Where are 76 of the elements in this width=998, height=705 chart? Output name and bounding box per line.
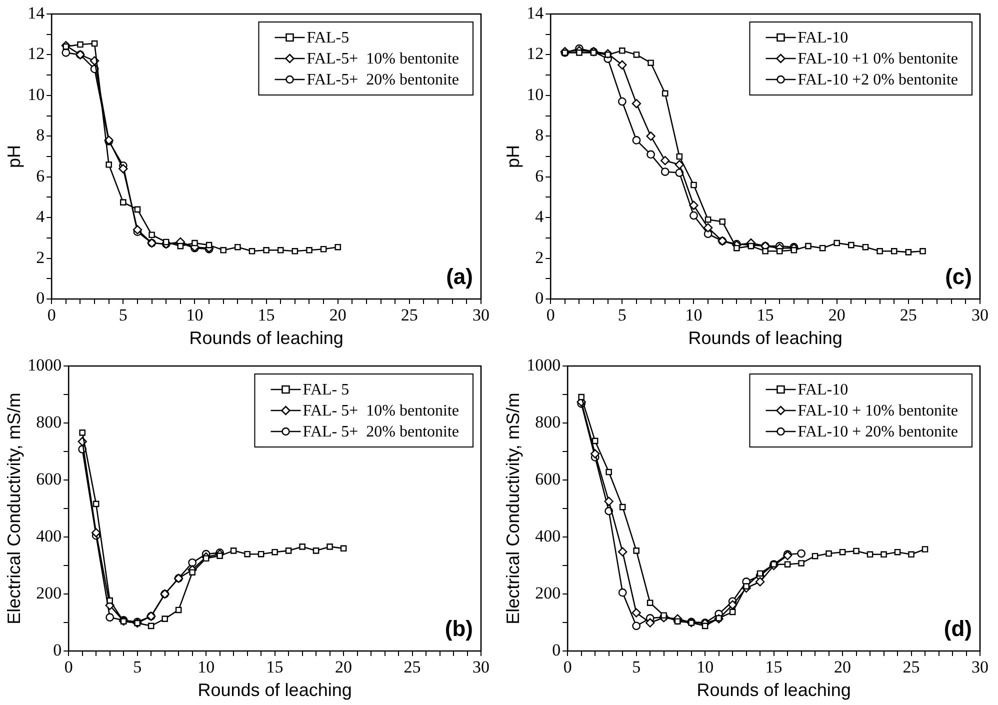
y-tick-label: 400 bbox=[36, 526, 62, 546]
x-tick-label: 15 bbox=[258, 306, 275, 325]
y-axis-title: pH bbox=[4, 144, 24, 168]
x-tick-label: 30 bbox=[472, 658, 490, 677]
y-tick-label: 0 bbox=[53, 640, 62, 660]
legend-label: FAL- 5+ 10% bentonite bbox=[302, 402, 460, 420]
x-tick-label: 5 bbox=[618, 306, 626, 325]
y-tick-label: 800 bbox=[36, 412, 62, 432]
x-tick-label: 5 bbox=[118, 306, 128, 325]
x-tick-label: 10 bbox=[198, 658, 215, 677]
y-tick-label: 800 bbox=[535, 412, 561, 432]
legend-label: FAL-10 + 20% bentonite bbox=[798, 424, 958, 441]
annotation: (a) bbox=[446, 264, 473, 290]
y-tick-label: 12 bbox=[28, 44, 45, 64]
y-tick-label: 600 bbox=[535, 469, 561, 488]
legend-label: FAL-10 +1 0% bentonite bbox=[798, 50, 958, 68]
legend-label: FAL-5+ 20% bentonite bbox=[306, 72, 460, 89]
legend-label: FAL-5 bbox=[306, 30, 350, 47]
x-tick-label: 20 bbox=[834, 658, 852, 677]
x-tick-label: 15 bbox=[266, 658, 284, 677]
y-axis-title: Electrical Conductivity, mS/m bbox=[4, 392, 24, 624]
y-tick-label: 400 bbox=[535, 526, 561, 546]
y-tick-label: 4 bbox=[36, 207, 46, 226]
y-tick-label: 600 bbox=[36, 469, 62, 488]
x-tick-label: 25 bbox=[900, 306, 917, 325]
y-tick-label: 14 bbox=[526, 3, 544, 22]
x-axis-title: Rounds of leaching bbox=[198, 680, 352, 700]
y-tick-label: 10 bbox=[28, 84, 45, 104]
x-tick-label: 30 bbox=[472, 306, 490, 325]
x-tick-label: 30 bbox=[972, 306, 988, 325]
x-tick-label: 20 bbox=[329, 306, 346, 325]
x-axis-title: Rounds of leaching bbox=[696, 680, 851, 700]
y-tick-label: 2 bbox=[535, 248, 544, 267]
y-tick-label: 6 bbox=[36, 166, 45, 186]
x-tick-label: 10 bbox=[696, 658, 714, 677]
x-axis-title: Rounds of leaching bbox=[189, 328, 344, 348]
annotation: (c) bbox=[945, 264, 972, 290]
x-tick-label: 20 bbox=[828, 306, 846, 325]
x-tick-label: 30 bbox=[972, 658, 988, 677]
x-tick-label: 5 bbox=[632, 658, 641, 677]
y-tick-label: 0 bbox=[36, 288, 45, 308]
x-tick-label: 15 bbox=[756, 306, 774, 325]
x-tick-label: 25 bbox=[400, 306, 418, 325]
legend-label: FAL- 5 bbox=[302, 382, 350, 399]
legend-label: FAL-10 bbox=[798, 30, 848, 47]
y-tick-label: 200 bbox=[36, 583, 62, 602]
y-tick-label: 4 bbox=[535, 207, 544, 226]
annotation: (d) bbox=[944, 616, 972, 642]
x-tick-label: 20 bbox=[335, 658, 352, 677]
legend-label: FAL-10 bbox=[798, 382, 848, 399]
y-tick-label: 8 bbox=[36, 126, 45, 145]
x-tick-label: 5 bbox=[133, 658, 142, 677]
y-tick-label: 10 bbox=[526, 84, 544, 104]
y-tick-label: 12 bbox=[526, 44, 544, 64]
x-tick-label: 25 bbox=[902, 658, 920, 677]
legend-label: FAL-10 +2 0% bentonite bbox=[798, 72, 958, 89]
y-axis-title: Electrical Conductivity, mS/m bbox=[502, 392, 523, 624]
legend-label: FAL- 5+ 20% bentonite bbox=[302, 424, 460, 441]
y-tick-label: 0 bbox=[535, 288, 544, 308]
x-tick-label: 25 bbox=[404, 658, 421, 677]
x-tick-label: 15 bbox=[765, 658, 782, 677]
y-tick-label: 200 bbox=[535, 583, 561, 602]
y-tick-label: 1000 bbox=[28, 355, 62, 374]
legend-label: FAL-10 + 10% bentonite bbox=[798, 402, 958, 420]
y-tick-label: 14 bbox=[28, 3, 46, 22]
y-tick-label: 6 bbox=[535, 166, 544, 186]
y-tick-label: 1000 bbox=[526, 355, 561, 374]
legend-label: FAL-5+ 10% bentonite bbox=[306, 50, 460, 68]
y-tick-label: 2 bbox=[36, 248, 45, 267]
x-tick-label: 10 bbox=[186, 306, 204, 325]
x-tick-label: 10 bbox=[685, 306, 702, 325]
y-axis-title: pH bbox=[502, 144, 523, 168]
y-tick-label: 0 bbox=[552, 640, 561, 660]
x-axis-title: Rounds of leaching bbox=[688, 328, 842, 348]
annotation: (b) bbox=[444, 616, 473, 642]
y-tick-label: 8 bbox=[535, 126, 544, 145]
